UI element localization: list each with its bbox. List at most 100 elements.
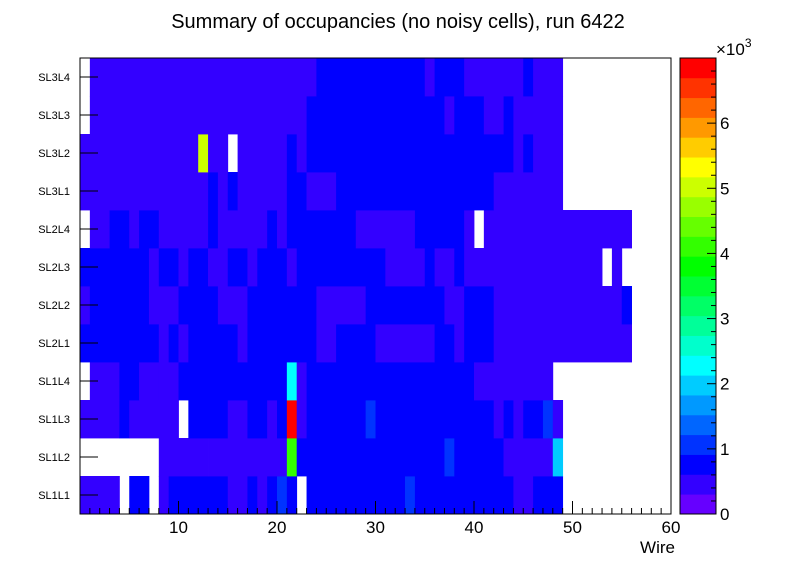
palette-frame: [679, 57, 717, 515]
heatmap-cell: [148, 286, 179, 325]
heatmap-cell: [483, 96, 504, 135]
heatmap-cell: [208, 210, 219, 249]
heatmap-cell: [158, 438, 209, 477]
heatmap-cell: [119, 400, 130, 439]
y-tick-label: SL3L2: [38, 148, 70, 160]
heatmap-cell: [80, 172, 209, 211]
y-tick-label: SL2L1: [38, 338, 70, 350]
heatmap-cell: [306, 172, 337, 211]
heatmap-cell: [424, 58, 435, 97]
heatmap-cell: [257, 248, 288, 287]
heatmap-cell: [296, 134, 307, 173]
heatmap-cell: [542, 400, 554, 439]
heatmap-cell: [454, 324, 465, 363]
heatmap-cell: [523, 58, 534, 97]
heatmap-cell: [552, 438, 564, 477]
heatmap-cell: [336, 172, 495, 211]
heatmap-cell: [493, 286, 623, 325]
heatmap-cell: [513, 476, 534, 515]
palette-swatch: [680, 216, 716, 237]
heatmap-cell: [523, 134, 534, 173]
heatmap-cell: [89, 96, 307, 135]
heatmap-cell: [336, 324, 376, 363]
heatmap-cell: [316, 210, 357, 249]
heatmap-cell: [306, 134, 514, 173]
heatmap-cell: [464, 58, 524, 97]
palette-swatch: [680, 454, 716, 475]
heatmap-cell: [237, 172, 288, 211]
heatmap-cell: [316, 324, 337, 363]
palette-swatch: [680, 494, 716, 515]
heatmap-cell: [227, 400, 248, 439]
heatmap-cell: [533, 134, 564, 173]
heatmap-cell: [454, 438, 504, 477]
heatmap-cell: [552, 400, 564, 439]
y-tick-label: SL2L2: [38, 300, 70, 312]
palette-swatch: [680, 355, 716, 376]
heatmap-cell: [355, 248, 386, 287]
heatmap-cell: [277, 210, 288, 249]
heatmap-cell: [89, 210, 110, 249]
chart-title: Summary of occupancies (no noisy cells),…: [171, 11, 625, 33]
heatmap-cell: [611, 248, 623, 287]
heatmap-cell: [493, 400, 504, 439]
heatmap-cell: [464, 248, 603, 287]
palette-tick-label: 1: [720, 440, 729, 459]
heatmap-cell: [198, 134, 209, 173]
heatmap-cell: [237, 324, 248, 363]
x-tick-label: 50: [563, 518, 582, 537]
x-axis-label: Wire: [640, 538, 675, 557]
heatmap-cell: [119, 362, 140, 401]
heatmap-cell: [513, 400, 524, 439]
heatmap-cell: [365, 400, 376, 439]
x-tick-label: 60: [662, 518, 681, 537]
heatmap-cell: [385, 248, 426, 287]
heatmap-cell: [227, 172, 238, 211]
heatmap-cell: [621, 286, 632, 325]
heatmap-cell: [503, 400, 514, 439]
palette-swatch: [680, 97, 716, 118]
palette-swatch: [680, 236, 716, 257]
heatmap-cell: [523, 400, 544, 439]
heatmap-cell: [109, 210, 130, 249]
heatmap-cell: [493, 172, 564, 211]
heatmap-cell: [434, 248, 455, 287]
heatmap-cell: [296, 362, 307, 401]
heatmap-cell: [178, 324, 189, 363]
heatmap-cell: [424, 248, 435, 287]
heatmap-cell: [247, 248, 258, 287]
heatmap-cell: [414, 210, 465, 249]
palette-swatch: [680, 176, 716, 198]
heatmap-cell: [434, 324, 455, 363]
palette-swatch: [680, 256, 716, 277]
y-tick-label: SL1L1: [38, 490, 70, 502]
y-tick-label: SL3L1: [38, 186, 70, 198]
heatmap-cell: [286, 476, 298, 515]
heatmap-cell: [454, 96, 485, 135]
palette-multiplier-base: ×10: [716, 40, 745, 59]
heatmap-cell: [208, 438, 278, 477]
palette-swatch: [680, 335, 716, 356]
heatmap-cell: [247, 324, 317, 363]
heatmap-cell: [168, 476, 189, 515]
heatmap-cell: [178, 362, 288, 401]
color-palette: 0 1 2 3 4 5 6: [679, 57, 729, 524]
palette-multiplier: ×103: [716, 36, 752, 59]
heatmap-cell: [257, 476, 268, 515]
heatmap-cell: [296, 438, 445, 477]
heatmap-cell: [444, 96, 455, 135]
heatmap-cell: [296, 400, 307, 439]
heatmap-cell: [277, 476, 288, 515]
heatmap-cell: [129, 476, 150, 515]
palette-tick-label: 4: [720, 244, 729, 263]
heatmap-cell: [267, 210, 278, 249]
heatmap-cell: [503, 96, 514, 135]
heatmap-cell: [365, 286, 445, 325]
heatmap-cell: [158, 210, 209, 249]
heatmap-cell: [474, 362, 554, 401]
y-tick-label: SL1L4: [38, 376, 70, 388]
palette-swatch: [680, 58, 716, 79]
heatmap-cell: [464, 210, 475, 249]
heatmap-cell: [89, 58, 317, 97]
